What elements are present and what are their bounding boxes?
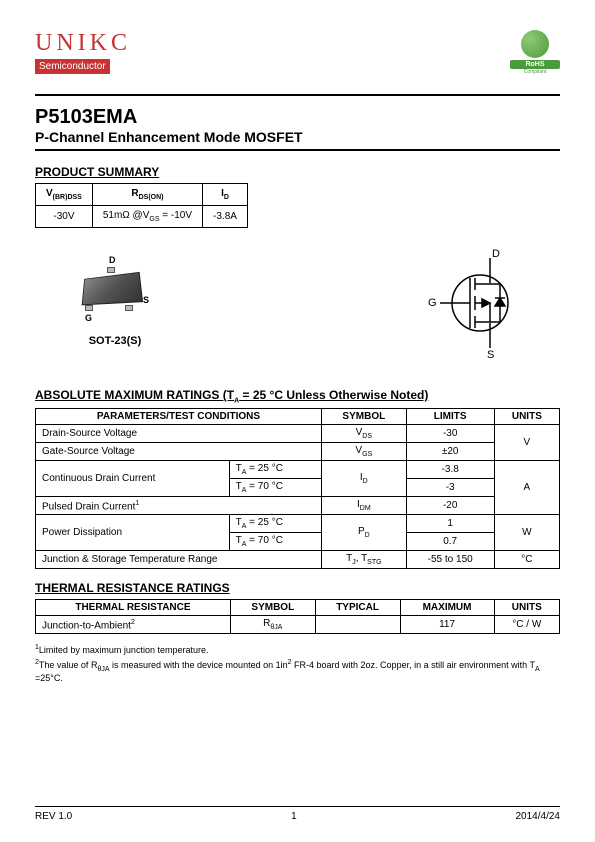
thermal-table: THERMAL RESISTANCE SYMBOL TYPICAL MAXIMU… [35,599,560,634]
symbol-d-label: D [492,248,500,260]
part-description: P-Channel Enhancement Mode MOSFET [35,129,560,151]
thermal-header-param: THERMAL RESISTANCE [36,600,231,616]
part-number: P5103EMA [35,106,560,129]
sot23-icon: D G S [55,259,175,329]
table-row: Continuous Drain Current TA = 25 °C ID -… [36,461,560,479]
ratings-header-limits: LIMITS [406,409,494,425]
brand-name: UNIKC [35,30,131,57]
summary-id: -3.8A [203,206,248,228]
globe-icon [521,30,549,58]
footnote-1: 1Limited by maximum junction temperature… [35,644,560,655]
summary-vbrdss: -30V [36,206,93,228]
summary-header-id: ID [203,184,248,206]
table-row: Power Dissipation TA = 25 °C PD 1 W [36,515,560,533]
page-footer: REV 1.0 1 2014/4/24 [35,806,560,822]
summary-title: PRODUCT SUMMARY [35,165,560,179]
rohs-badge: RoHS Compliant [510,30,560,70]
table-row: Junction-to-Ambient2 RθJA 117 °C / W [36,616,560,634]
thermal-header-maximum: MAXIMUM [400,600,494,616]
table-row: Gate-Source Voltage VGS ±20 [36,443,560,461]
footer-rev: REV 1.0 [35,811,72,822]
rohs-label: RoHS [510,60,560,69]
ratings-header-symbol: SYMBOL [322,409,407,425]
ratings-header-param: PARAMETERS/TEST CONDITIONS [36,409,322,425]
summary-table: V(BR)DSS RDS(ON) ID -30V 51mΩ @VGS = -10… [35,183,248,228]
table-row: Junction & Storage Temperature Range TJ,… [36,551,560,569]
thermal-title: THERMAL RESISTANCE RATINGS [35,581,560,595]
max-ratings-table: PARAMETERS/TEST CONDITIONS SYMBOL LIMITS… [35,408,560,569]
mosfet-symbol: D G S [420,248,540,358]
symbol-s-label: S [487,349,494,358]
thermal-header-symbol: SYMBOL [230,600,315,616]
rohs-compliant: Compliant [510,69,560,75]
summary-header-rdson: RDS(ON) [92,184,202,206]
header: UNIKC Semiconductor RoHS Compliant [35,30,560,74]
symbol-g-label: G [428,297,437,309]
max-ratings-title: ABSOLUTE MAXIMUM RATINGS (TA = 25 °C Unl… [35,388,560,404]
package-diagram: D G S SOT-23(S) [55,259,175,347]
brand-logo: UNIKC Semiconductor [35,30,131,74]
diagram-row: D G S SOT-23(S) [55,248,540,358]
package-label: SOT-23(S) [55,335,175,347]
thermal-header-units: UNITS [494,600,559,616]
footer-page: 1 [291,811,297,822]
table-row: Pulsed Drain Current1 IDM -20 [36,497,560,515]
table-row: -30V 51mΩ @VGS = -10V -3.8A [36,206,248,228]
footnote-2: 2The value of RθJA is measured with the … [35,659,560,683]
top-rule [35,94,560,96]
thermal-header-typical: TYPICAL [315,600,400,616]
ratings-header-units: UNITS [494,409,559,425]
summary-header-vbrdss: V(BR)DSS [36,184,93,206]
mosfet-symbol-icon: D G S [420,248,540,358]
footer-date: 2014/4/24 [516,811,561,822]
summary-rdson: 51mΩ @VGS = -10V [92,206,202,228]
table-row: Drain-Source Voltage VDS -30 V [36,425,560,443]
brand-subtitle: Semiconductor [35,59,110,74]
